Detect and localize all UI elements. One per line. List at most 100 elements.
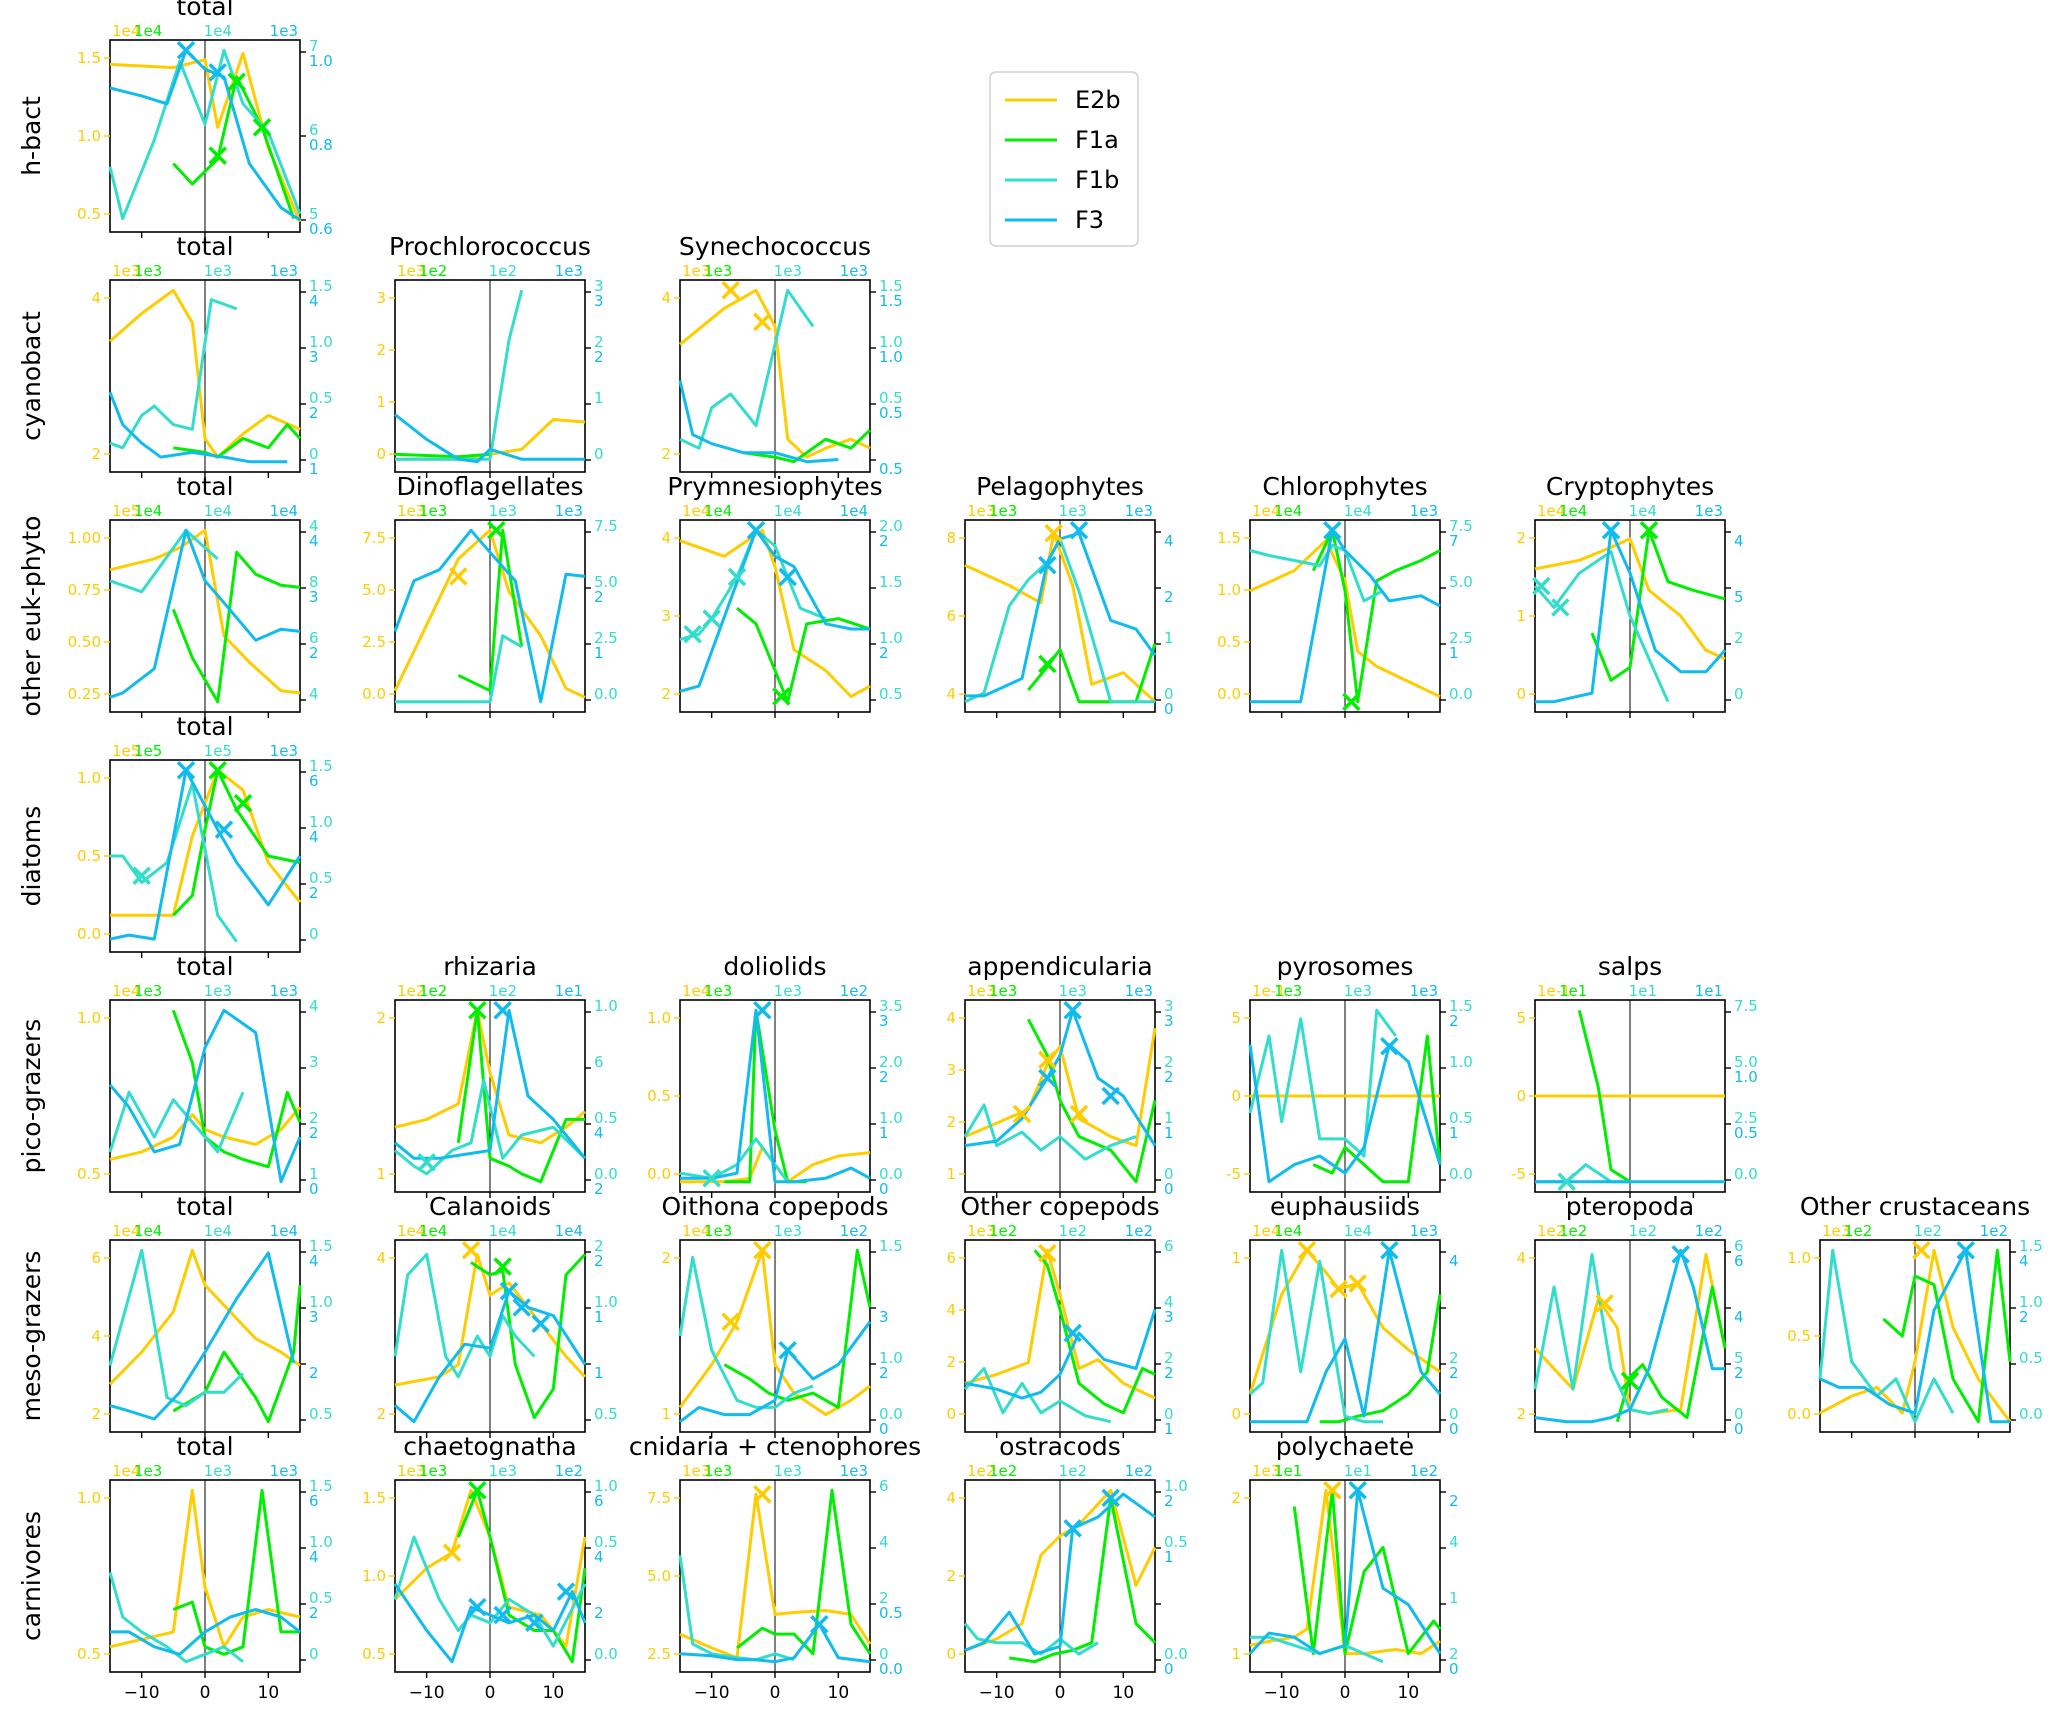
y-tick-label: 3 — [661, 607, 671, 625]
right-y-tick-label: 6 — [594, 1492, 604, 1510]
y-tick-label: 1.5 — [77, 49, 101, 67]
right-y-tick-label: 7 — [309, 37, 319, 55]
axis-exponent-label: 1e2 — [840, 1222, 868, 1240]
axis-exponent-label: 1e1 — [555, 982, 583, 1000]
y-tick-label: 4 — [946, 1301, 956, 1319]
cross-marker-f1a — [468, 1001, 487, 1020]
x-tick-label: −10 — [124, 1683, 160, 1703]
axis-exponent-label: 1e4 — [682, 502, 710, 520]
cross-marker-f3 — [1069, 521, 1089, 540]
series-line-f1a — [1311, 528, 1441, 704]
cross-marker-f3 — [214, 820, 234, 839]
axis-exponent-label: 1e4 — [112, 22, 140, 40]
y-tick-label: 4 — [91, 289, 101, 307]
axis-exponent-label: 1e3 — [204, 1462, 232, 1480]
right-y-tick-label: 3 — [309, 348, 319, 366]
right-y-tick-label: 2 — [879, 1364, 889, 1382]
right-y-tick-label: 2.5 — [1449, 629, 1473, 647]
x-tick-label: 0 — [485, 1683, 496, 1703]
axis-exponent-label: 1e5 — [134, 742, 162, 760]
right-y-tick-label: 6 — [594, 1053, 604, 1071]
axis-exponent-label: 1e2 — [489, 982, 517, 1000]
axis-exponent-label: 1e4 — [112, 1462, 140, 1480]
right-y-tick-label: 0.5 — [1449, 1109, 1473, 1127]
y-tick-label: 0.5 — [77, 205, 101, 223]
right-y-tick-label: 2 — [2019, 1308, 2029, 1326]
right-y-tick-label: 0.5 — [594, 1405, 618, 1423]
cross-marker-f3 — [1038, 555, 1057, 575]
axis-exponent-label: 1e3 — [704, 1222, 732, 1240]
right-y-tick-label: 2 — [309, 1604, 319, 1622]
x-tick-label: −10 — [1264, 1683, 1300, 1703]
axis-exponent-label: 1e3 — [704, 982, 732, 1000]
right-y-tick-label: 2 — [594, 348, 604, 366]
right-y-tick-label: 4 — [879, 1533, 889, 1551]
axis-exponent-label: 1e3 — [489, 1462, 517, 1480]
axis-exponent-label: 1e2 — [1410, 1462, 1438, 1480]
series-line-f1a — [743, 429, 872, 464]
x-tick-label: 0 — [1055, 1683, 1066, 1703]
axis-exponent-label: 1e3 — [967, 982, 995, 1000]
right-y-tick-label: 0.5 — [1164, 1533, 1188, 1551]
right-y-tick-label: 2 — [1449, 1364, 1459, 1382]
cross-marker-f1a — [208, 146, 227, 165]
right-y-tick-label: 1 — [594, 1364, 604, 1382]
axis-exponent-label: 1e1 — [1695, 982, 1723, 1000]
axis-exponent-label: 1e2 — [489, 262, 517, 280]
cross-marker-e2b — [1038, 1244, 1057, 1263]
y-tick-label: 1.0 — [77, 1009, 101, 1027]
axis-exponent-label: 1e4 — [1559, 502, 1587, 520]
subplot-title: Other copepods — [960, 1192, 1159, 1221]
series-line-f3 — [679, 1622, 871, 1664]
right-y-tick-label: 0 — [1734, 1405, 1744, 1423]
cross-marker-f3 — [208, 63, 227, 82]
right-y-tick-label: 1.5 — [309, 1237, 333, 1255]
right-y-tick-label: 4 — [309, 1252, 319, 1270]
subplot-title: pyrosomes — [1277, 952, 1414, 981]
y-tick-label: 0.0 — [1217, 685, 1241, 703]
right-y-tick-label: 1 — [1449, 1124, 1459, 1142]
axis-exponent-label: 1e2 — [1059, 1462, 1087, 1480]
x-tick-label: 10 — [258, 1683, 280, 1703]
axis-exponent-label: 1e1 — [1274, 1462, 1302, 1480]
right-y-tick-label: 1.5 — [1449, 997, 1473, 1015]
right-y-tick-label: 1 — [594, 1308, 604, 1326]
right-y-tick-label: 4 — [309, 685, 319, 703]
right-y-tick-label: 2 — [879, 1068, 889, 1086]
axis-exponent-label: 1e4 — [270, 502, 298, 520]
right-y-tick-label: 2 — [1734, 1364, 1744, 1382]
right-y-tick-label: 2 — [594, 1237, 604, 1255]
cross-marker-f1a — [468, 1481, 487, 1500]
right-y-tick-label: 0.5 — [879, 685, 903, 703]
right-y-tick-label: 0 — [1164, 1180, 1174, 1198]
right-y-tick-label: 1.0 — [309, 813, 333, 831]
y-tick-label: 1 — [1231, 1249, 1241, 1267]
right-y-tick-label: 4 — [1449, 1252, 1459, 1270]
series-line-e2b — [964, 531, 1157, 703]
cross-marker-f1a — [252, 118, 272, 137]
right-y-tick-label: 1.5 — [2019, 1237, 2043, 1255]
right-y-tick-label: 0.0 — [1734, 1165, 1758, 1183]
series-line-f1a — [394, 452, 491, 459]
legend-label: F1b — [1075, 166, 1119, 194]
cross-marker-f1b — [702, 609, 721, 628]
y-tick-label: 0.5 — [647, 1087, 671, 1105]
right-y-tick-label: 2 — [1449, 1645, 1459, 1663]
axis-exponent-label: 1e3 — [774, 982, 802, 1000]
cross-marker-e2b — [1912, 1241, 1931, 1260]
series-line-f1b — [1249, 543, 1384, 603]
right-y-tick-label: 2.0 — [879, 1053, 903, 1071]
subplot-title: chaetognatha — [403, 1432, 576, 1461]
axis-exponent-label: 1e4 — [134, 22, 162, 40]
right-y-tick-label: 5 — [1734, 588, 1744, 606]
y-tick-label: 3 — [376, 289, 386, 307]
axis-exponent-label: 1e2 — [1559, 1222, 1587, 1240]
right-y-tick-label: 2 — [309, 1124, 319, 1142]
right-y-tick-label: 0 — [1449, 1420, 1459, 1438]
right-y-tick-label: 0 — [1164, 685, 1174, 703]
series-line-e2b — [679, 528, 871, 698]
axis-exponent-label: 1e3 — [270, 1462, 298, 1480]
right-y-tick-label: 0 — [879, 1180, 889, 1198]
y-tick-label: 0 — [1516, 1087, 1526, 1105]
